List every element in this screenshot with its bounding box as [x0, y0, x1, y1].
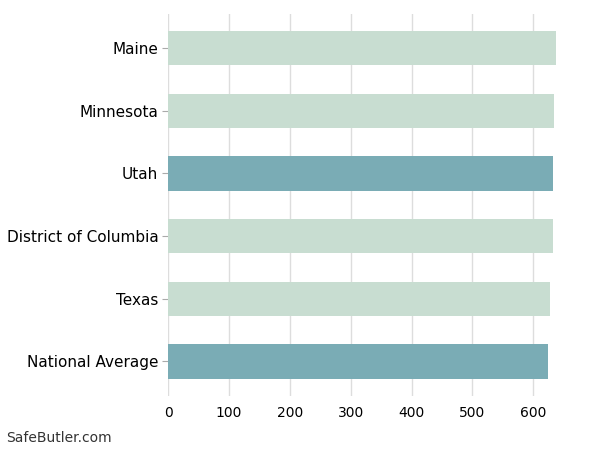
Bar	[168, 94, 554, 128]
Text: SafeButler.com: SafeButler.com	[6, 432, 112, 446]
Bar	[168, 344, 548, 378]
Bar	[168, 282, 550, 316]
Bar	[168, 156, 553, 191]
Bar	[168, 31, 556, 65]
Bar	[168, 219, 553, 253]
